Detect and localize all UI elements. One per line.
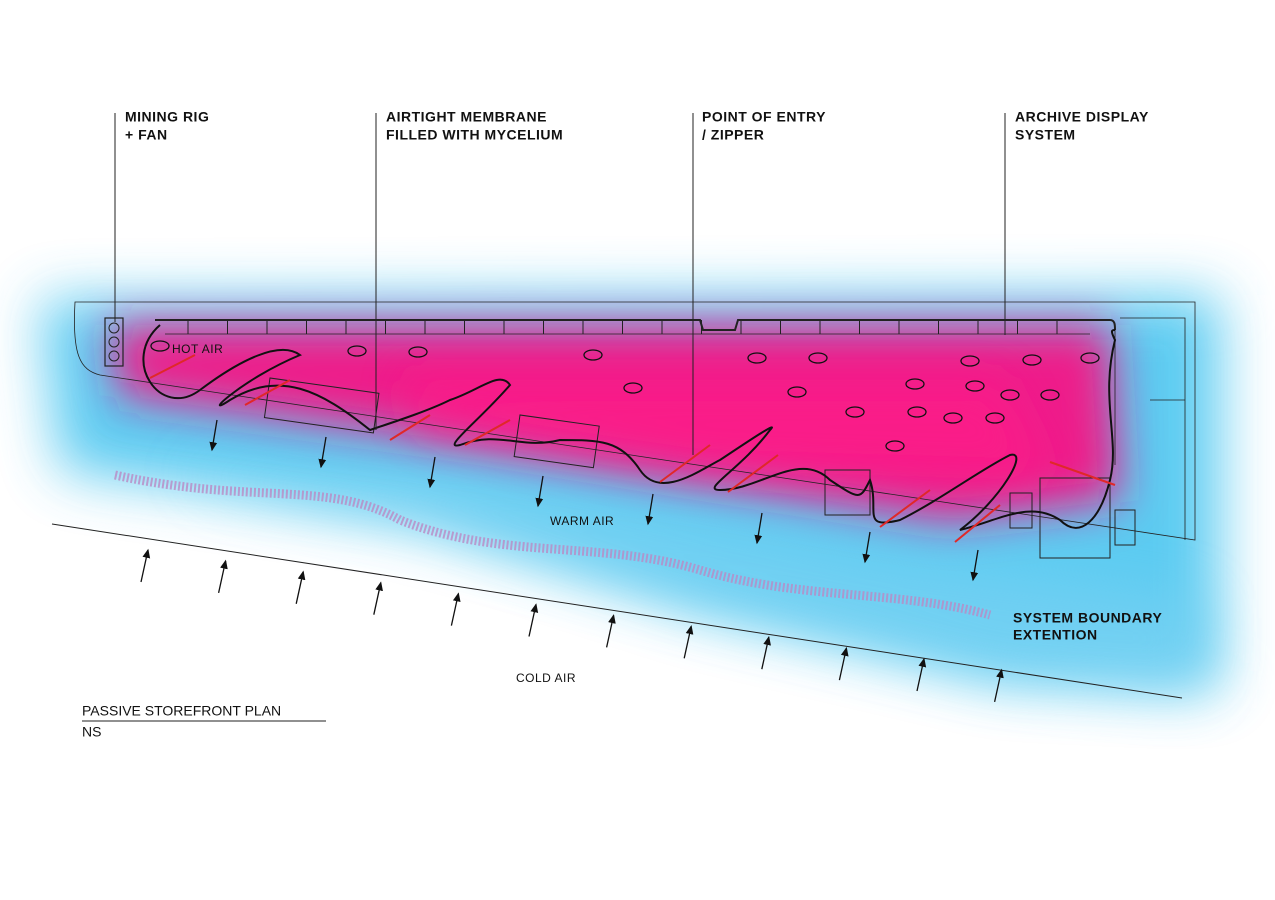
cold-arrow <box>761 635 771 670</box>
red-line <box>659 444 711 483</box>
warm-arrow <box>209 419 218 452</box>
warm-arrow <box>318 436 327 469</box>
air-arrows <box>140 419 1004 703</box>
cloud <box>907 406 927 418</box>
callout-text: / ZIPPER <box>702 127 764 143</box>
cold-arrow <box>528 603 539 637</box>
callout-text: MINING RIG <box>125 109 209 125</box>
cold-arrow <box>295 570 306 604</box>
cloud <box>985 412 1005 424</box>
warm-arrow <box>535 475 544 508</box>
heat-glow <box>40 295 1220 690</box>
red-lines <box>149 354 1116 543</box>
callout-text: AIRTIGHT MEMBRANE <box>386 109 547 125</box>
cold-arrow <box>217 559 228 594</box>
warm-arrow <box>862 531 871 564</box>
callout-text: SYSTEM <box>1015 127 1076 143</box>
cold-arrow <box>450 592 461 626</box>
cloud <box>1022 354 1042 366</box>
cold-arrow <box>683 625 694 659</box>
red-line <box>149 354 196 379</box>
boundary-line <box>114 470 992 620</box>
cloud <box>965 380 985 392</box>
cold-arrow <box>373 581 383 615</box>
red-line <box>244 379 291 406</box>
cloud <box>808 352 828 364</box>
callout-text: POINT OF ENTRY <box>702 109 826 125</box>
cloud <box>150 340 170 352</box>
callout-text: ARCHIVE DISPLAY <box>1015 109 1149 125</box>
boundary-label: EXTENTION <box>1013 627 1098 643</box>
cloud <box>885 440 905 452</box>
red-line <box>879 489 931 528</box>
warm-arrow <box>970 549 979 582</box>
cloud <box>787 386 807 398</box>
warm-arrow <box>645 493 654 526</box>
red-line <box>464 419 511 446</box>
cloud <box>623 382 643 394</box>
cloud <box>347 345 367 357</box>
boundary-label: SYSTEM BOUNDARY <box>1013 610 1162 626</box>
red-line <box>1049 461 1116 486</box>
red-line <box>389 414 431 441</box>
cloud <box>960 355 980 367</box>
cloud <box>1040 389 1060 401</box>
callout-text: + FAN <box>125 127 168 143</box>
cloud <box>747 352 767 364</box>
cloud <box>1000 389 1020 401</box>
warm-air-label: WARM AIR <box>550 514 614 528</box>
hot-air-label: HOT AIR <box>172 342 223 356</box>
cold-air-label: COLD AIR <box>516 671 576 685</box>
mycelium-membrane <box>142 324 1117 531</box>
cloud <box>408 346 428 358</box>
red-line <box>954 504 1001 543</box>
cloud <box>845 406 865 418</box>
callout-text: FILLED WITH MYCELIUM <box>386 127 563 143</box>
red-line <box>727 454 779 493</box>
scale: NS <box>82 724 101 740</box>
warm-arrow <box>754 512 763 545</box>
cold-arrow <box>916 657 927 692</box>
plan-title: PASSIVE STOREFRONT PLAN <box>82 703 281 719</box>
cold-arrow <box>838 646 849 681</box>
cloud <box>905 378 925 390</box>
cloud <box>583 349 603 361</box>
cold-arrow <box>605 614 616 648</box>
cloud <box>943 412 963 424</box>
cold-arrow <box>993 668 1004 703</box>
ground-line <box>51 523 1183 699</box>
callouts <box>114 113 1006 455</box>
cloud <box>1080 352 1100 364</box>
clouds <box>150 340 1100 452</box>
cold-arrow <box>140 548 151 583</box>
warm-arrow <box>427 456 436 489</box>
building <box>74 301 1196 559</box>
